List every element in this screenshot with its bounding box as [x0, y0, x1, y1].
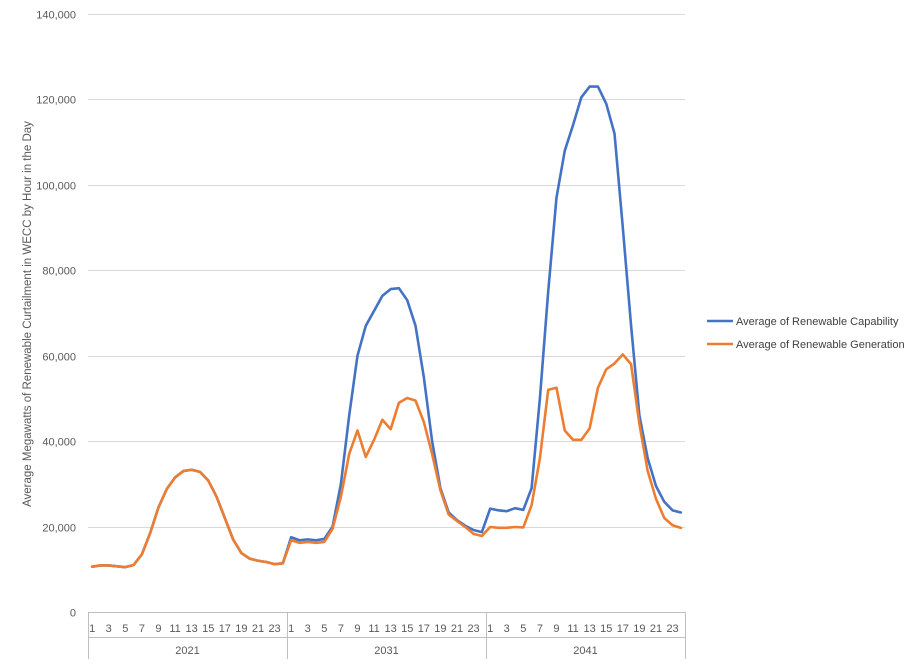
legend: Average of Renewable Capability Average o…	[707, 316, 905, 351]
x-tick-label: 11	[567, 623, 578, 635]
gridlines	[88, 14, 685, 528]
x-tick-label: 21	[252, 623, 264, 635]
x-tick-label: 21	[650, 623, 662, 635]
y-tick-label: 120,000	[36, 95, 76, 107]
x-tick-label: 3	[504, 623, 510, 635]
x-tick-label: 3	[305, 623, 311, 635]
y-tick-label: 0	[70, 608, 76, 620]
x-tick-label: 5	[122, 623, 128, 635]
x-tick-label: 7	[139, 623, 145, 635]
x-tick-label: 17	[617, 623, 629, 635]
x-tick-label: 11	[368, 623, 379, 635]
x-tick-label: 21	[451, 623, 463, 635]
x-tick-label: 15	[202, 623, 214, 635]
series-line	[90, 85, 683, 569]
legend-label: Average of Renewable Generation	[736, 339, 905, 351]
x-tick-label: 1	[288, 623, 294, 635]
x-group-label: 2031	[374, 645, 398, 657]
y-tick-label: 40,000	[42, 437, 76, 449]
x-tick-label: 23	[467, 623, 479, 635]
y-tick-label: 20,000	[42, 523, 76, 535]
x-tick-label: 11	[169, 623, 180, 635]
x-tick-label: 19	[235, 623, 247, 635]
x-tick-label: 3	[106, 623, 112, 635]
x-tick-label: 7	[537, 623, 543, 635]
series-lines	[90, 85, 683, 569]
x-tick-label: 23	[666, 623, 678, 635]
x-tick-label: 13	[584, 623, 596, 635]
y-tick-label: 60,000	[42, 352, 76, 364]
y-tick-label: 140,000	[36, 10, 76, 22]
x-tick-label: 13	[186, 623, 198, 635]
x-group-label: 2021	[175, 645, 199, 657]
x-group-label: 2041	[573, 645, 597, 657]
x-tick-label: 9	[553, 623, 559, 635]
x-tick-label: 7	[338, 623, 344, 635]
x-tick-label: 19	[633, 623, 645, 635]
x-tick-label: 9	[155, 623, 161, 635]
y-tick-label: 100,000	[36, 181, 76, 193]
x-tick-label: 1	[487, 623, 493, 635]
x-tick-label: 15	[401, 623, 413, 635]
y-tick-label: 80,000	[42, 266, 76, 278]
x-tick-label: 1	[89, 623, 95, 635]
x-tick-label: 19	[434, 623, 446, 635]
x-tick-label: 23	[268, 623, 280, 635]
x-tick-label: 13	[385, 623, 397, 635]
y-axis-title: Average Megawatts of Renewable Curtailme…	[22, 121, 34, 507]
x-tick-label: 5	[520, 623, 526, 635]
x-tick-label: 15	[600, 623, 612, 635]
legend-label: Average of Renewable Capability	[736, 316, 899, 328]
series-line	[90, 353, 683, 569]
x-tick-label: 17	[219, 623, 231, 635]
y-axis: 0 20,000 40,000 60,000 80,000 100,000 120,000 1…	[36, 10, 76, 620]
x-tick-label: 9	[354, 623, 360, 635]
x-tick-label: 5	[321, 623, 327, 635]
x-tick-label: 17	[418, 623, 430, 635]
